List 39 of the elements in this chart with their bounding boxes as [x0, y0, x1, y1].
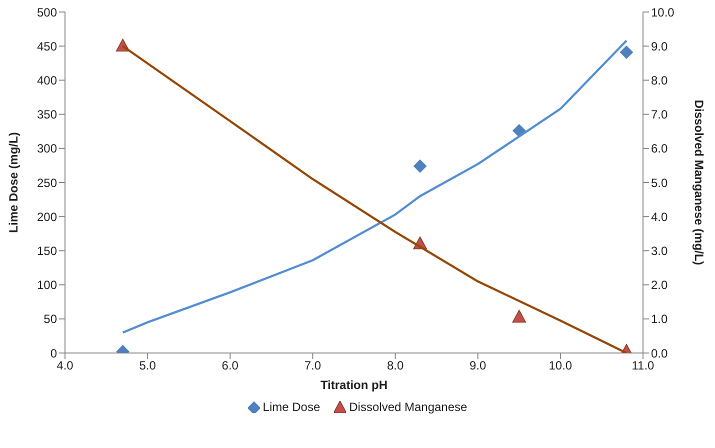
x-tick-label: 11.0	[632, 358, 655, 373]
y-tick-label: 200	[36, 210, 58, 224]
y-tick-label: 300	[36, 142, 58, 156]
y2-tick-label: 1.0	[651, 312, 668, 326]
x-tick-label: 9.0	[470, 358, 487, 373]
y-tick-label: 150	[36, 244, 58, 258]
y2-tick-label: 8.0	[651, 73, 668, 88]
y-tick-label: 450	[36, 39, 58, 54]
legend-label: Dissolved Manganese	[348, 400, 468, 414]
point	[512, 124, 526, 138]
y-tick-label: 350	[36, 108, 58, 122]
y-tick-label: 100	[36, 278, 58, 292]
y2-tick-label: 3.0	[651, 244, 668, 258]
x-tick-label: 8.0	[386, 358, 404, 373]
y2-tick-label: 6.0	[651, 142, 668, 156]
y2-tick-label: 4.0	[651, 210, 668, 224]
y-tick-label: 250	[36, 176, 58, 190]
y-tick-label: 50	[44, 312, 58, 326]
point	[414, 160, 427, 173]
y2-axis-title: Dissolved Manganese (mg/L)	[692, 100, 706, 266]
y2-tick-label: 10.0	[651, 5, 675, 20]
y2-tick-label: 7.0	[651, 108, 668, 122]
y-axis-title: Lime Dose (mg/L)	[6, 132, 20, 233]
y-tick-label: 400	[36, 73, 58, 88]
x-axis-title: Titration pH	[320, 378, 388, 392]
y2-tick-label: 0.0	[651, 346, 668, 360]
y2-tick-label: 2.0	[651, 278, 668, 292]
y2-tick-label: 9.0	[651, 39, 668, 54]
x-tick-label: 5.0	[139, 358, 156, 373]
x-tick-label: 4.0	[56, 358, 74, 373]
x-tick-label: 7.0	[304, 358, 322, 373]
y-tick-label: 0	[50, 346, 58, 360]
x-tick-label: 6.0	[222, 358, 239, 373]
x-tick-label: 10.0	[548, 358, 572, 373]
y-tick-label: 500	[36, 5, 58, 20]
point	[512, 310, 526, 323]
point	[620, 46, 633, 59]
legend-label: Lime Dose	[262, 400, 320, 414]
y2-tick-label: 5.0	[651, 176, 668, 190]
